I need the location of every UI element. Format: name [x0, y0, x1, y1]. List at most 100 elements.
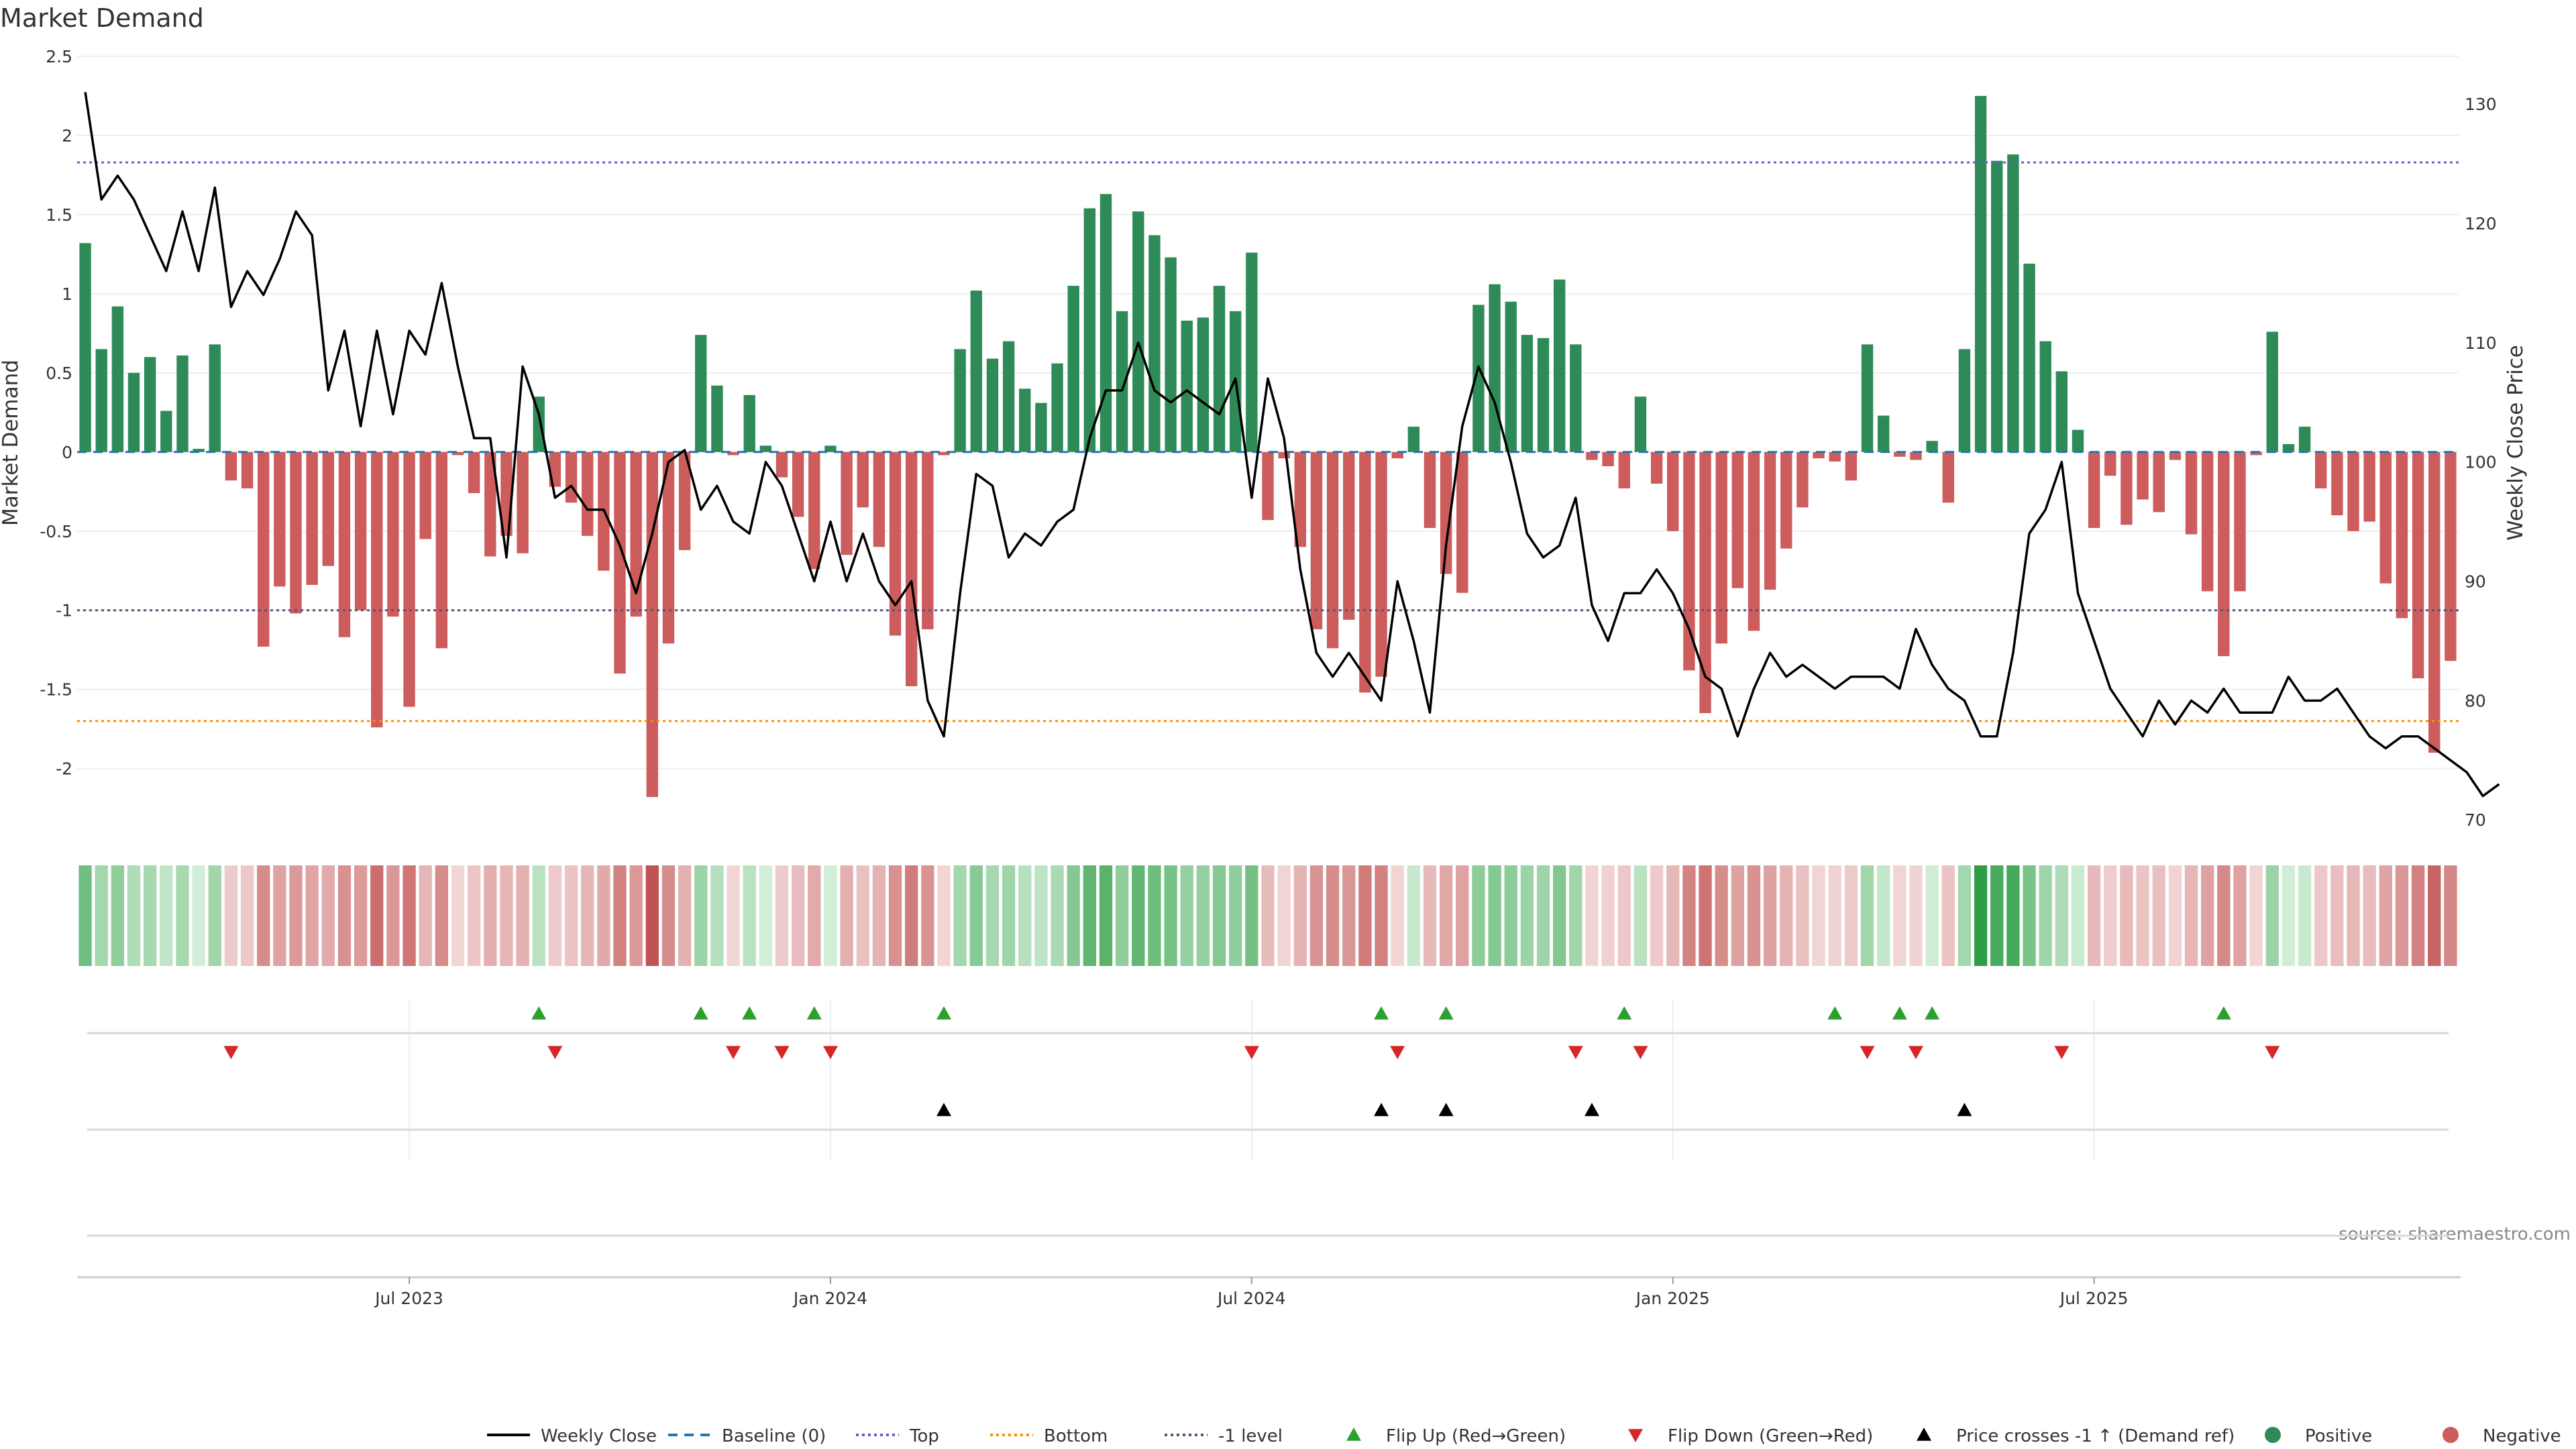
heat-cell	[2444, 865, 2457, 966]
demand-bar	[970, 290, 982, 452]
demand-bar	[2234, 451, 2246, 592]
demand-bar	[1246, 252, 1258, 452]
heat-cell	[1553, 865, 1566, 966]
heat-cell	[2136, 865, 2149, 966]
demand-bar	[646, 451, 659, 798]
demand-bar	[1829, 451, 1841, 462]
heat-cell	[2104, 865, 2117, 966]
demand-bar	[1326, 451, 1339, 649]
heat-cell	[581, 865, 594, 966]
heat-cell	[2071, 865, 2085, 966]
demand-bar	[2445, 451, 2457, 661]
heat-cell	[1860, 865, 1874, 966]
demand-bar	[1002, 341, 1015, 452]
heat-cell	[1731, 865, 1744, 966]
demand-bar	[1780, 451, 1792, 549]
heat-cell	[792, 865, 805, 966]
heat-cell	[1520, 865, 1534, 966]
demand-bar	[1570, 344, 1582, 452]
demand-bar	[1456, 451, 1468, 593]
demand-bar	[1407, 427, 1420, 452]
heat-cell	[1780, 865, 1793, 966]
demand-bar	[517, 451, 529, 553]
heat-cell	[2055, 865, 2068, 966]
demand-bar	[2250, 451, 2262, 455]
flip-down-marker	[774, 1046, 790, 1059]
legend-label: Bottom	[1044, 1426, 1108, 1446]
heat-cell	[1650, 865, 1664, 966]
demand-bar	[2315, 451, 2327, 489]
heat-cell	[840, 865, 853, 966]
demand-bar	[1181, 320, 1193, 452]
heat-cell	[516, 865, 529, 966]
demand-bar	[2007, 154, 2019, 452]
demand-bar	[1554, 279, 1566, 452]
y2-tick-label: 80	[2465, 691, 2486, 710]
y-tick-label: -2	[56, 759, 72, 779]
heat-cell	[1180, 865, 1193, 966]
demand-bar	[1165, 257, 1177, 452]
demand-bar	[1926, 441, 1938, 452]
heat-cell	[1391, 865, 1404, 966]
heat-cell	[1699, 865, 1712, 966]
heat-cell	[1083, 865, 1097, 966]
y-tick-label: 1.5	[46, 205, 72, 225]
heat-cell	[1261, 865, 1275, 966]
legend-swatch	[2443, 1427, 2459, 1443]
demand-bar	[695, 335, 707, 452]
heat-cell	[532, 865, 545, 966]
heat-cell	[1196, 865, 1210, 966]
flip-down-marker	[547, 1046, 563, 1059]
demand-bar	[176, 355, 189, 452]
heat-cell	[2379, 865, 2392, 966]
heat-cell	[111, 865, 125, 966]
demand-bar	[906, 451, 918, 686]
heat-cell	[1747, 865, 1761, 966]
heat-cell	[2152, 865, 2165, 966]
demand-bar	[1148, 235, 1161, 452]
x-tick-label: Jan 2024	[792, 1289, 867, 1308]
x-tick-label: Jan 2025	[1635, 1289, 1710, 1308]
demand-bar	[743, 394, 755, 452]
heat-cell	[1617, 865, 1631, 966]
heat-cell	[1601, 865, 1615, 966]
heat-cell	[2217, 865, 2231, 966]
demand-bar	[306, 451, 318, 585]
heat-cell	[937, 865, 951, 966]
demand-bar	[1537, 337, 1550, 452]
flip-down-marker	[822, 1046, 838, 1059]
demand-bar	[322, 451, 335, 566]
demand-bar	[1618, 451, 1630, 489]
demand-bar	[1099, 194, 1112, 452]
demand-bar	[1974, 95, 1987, 452]
heat-cell	[905, 865, 918, 966]
heat-cell	[419, 865, 432, 966]
heat-cell	[548, 865, 562, 966]
heat-cell	[1148, 865, 1161, 966]
price-cross-marker	[1957, 1103, 1972, 1116]
demand-bar	[2396, 451, 2408, 619]
demand-bar	[1602, 451, 1614, 467]
demand-bar	[1310, 451, 1323, 630]
demand-bar	[1634, 396, 1647, 452]
heat-cell	[1974, 865, 1988, 966]
demand-bar	[808, 451, 820, 570]
grid-layer	[77, 56, 2459, 1161]
legend-label: Flip Down (Green→Red)	[1668, 1426, 1873, 1446]
flip-down-marker	[726, 1046, 741, 1059]
demand-bar	[533, 396, 545, 452]
demand-bar	[2185, 451, 2198, 535]
heat-cell	[969, 865, 983, 966]
demand-bar	[1521, 335, 1534, 452]
y-tick-label: -0.5	[40, 522, 72, 541]
source-note: source: sharemaestro.com	[2339, 1224, 2571, 1244]
heat-cell	[1828, 865, 1841, 966]
heat-strip	[78, 865, 2457, 966]
heat-cell	[468, 865, 481, 966]
flip-up-marker	[1892, 1006, 1907, 1020]
demand-bar	[95, 349, 107, 452]
demand-bar	[1715, 451, 1727, 644]
heat-cell	[775, 865, 789, 966]
heat-cell	[1715, 865, 1728, 966]
legend-label: Positive	[2305, 1426, 2372, 1446]
